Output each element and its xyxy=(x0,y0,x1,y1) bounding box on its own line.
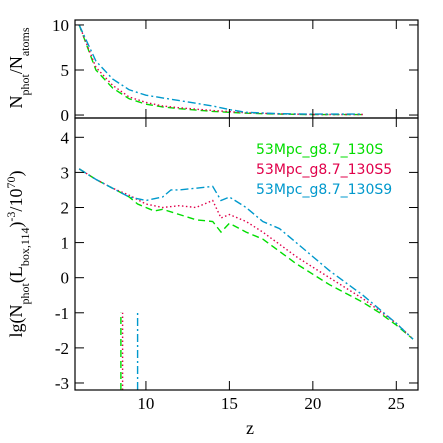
x-tick-label: 25 xyxy=(388,394,405,413)
y-tick-label: 0 xyxy=(61,269,70,288)
y-tick-label: 3 xyxy=(61,163,70,182)
plot-frame xyxy=(74,117,419,391)
series-line xyxy=(78,24,363,116)
plot-frame xyxy=(74,19,419,119)
y-axis-label-part: 70 xyxy=(4,177,18,189)
series-line xyxy=(78,24,363,116)
y-tick-label: -3 xyxy=(55,374,69,393)
series-line xyxy=(78,168,414,390)
y-axis-label-part: box,114 xyxy=(18,228,32,267)
y-axis-label-part: ) xyxy=(6,171,27,177)
y-axis-label-part: phot xyxy=(18,282,32,304)
y-tick-label: -1 xyxy=(55,304,69,323)
y-axis-label-part: lg(N xyxy=(6,304,27,337)
series-line xyxy=(78,168,414,390)
y-tick-label: -2 xyxy=(55,339,69,358)
y-axis-label-part: N xyxy=(6,96,26,109)
series-line xyxy=(78,24,363,115)
legend-entry: 53Mpc_g8.7_130S xyxy=(256,142,383,158)
y-axis-label: lg(Nphot(Lbox,114)-3/1070) xyxy=(4,171,32,338)
y-tick-label: 2 xyxy=(61,198,70,217)
legend-entry: 53Mpc_g8.7_130S5 xyxy=(256,162,392,178)
y-axis-label-part: /N xyxy=(6,56,26,74)
y-tick-label: 10 xyxy=(52,16,69,35)
y-axis-label-part: ) xyxy=(6,222,27,228)
y-axis-label-part: phot xyxy=(18,74,32,96)
x-axis-label: z xyxy=(246,418,254,438)
y-tick-label: 0 xyxy=(61,106,70,125)
y-axis-label-part: atoms xyxy=(18,27,32,56)
x-tick-label: 10 xyxy=(137,394,154,413)
y-axis-label-part: (L xyxy=(6,266,27,283)
series-line xyxy=(78,168,414,390)
x-tick-label: 20 xyxy=(304,394,321,413)
y-axis-label-part: -3 xyxy=(4,212,18,222)
y-tick-label: 4 xyxy=(61,128,70,147)
legend-entry: 53Mpc_g8.7_130S9 xyxy=(256,182,392,198)
y-tick-label: 1 xyxy=(61,234,70,253)
y-axis-label: Nphot/Natoms xyxy=(6,27,32,108)
x-tick-label: 15 xyxy=(221,394,238,413)
y-tick-label: 5 xyxy=(61,61,70,80)
y-axis-label-part: /10 xyxy=(6,189,26,212)
